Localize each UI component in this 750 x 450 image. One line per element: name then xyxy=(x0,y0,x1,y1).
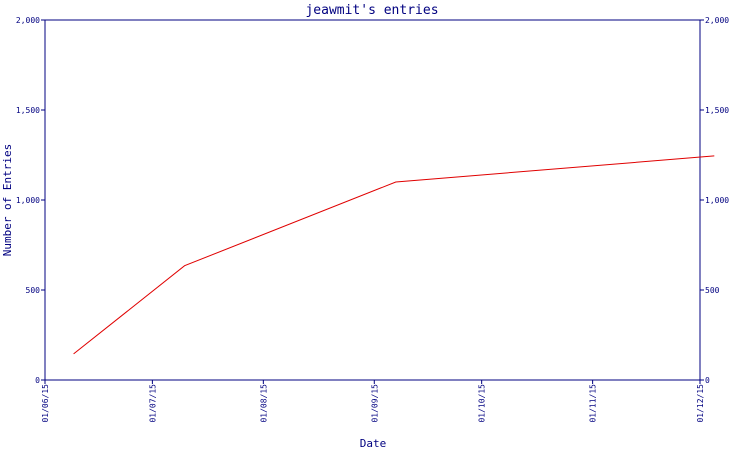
y-tick-label-left: 2,000 xyxy=(16,16,40,25)
chart-title: jeawmit's entries xyxy=(305,3,438,18)
y-axis-label: Number of Entries xyxy=(1,144,14,257)
x-tick-label: 01/08/15 xyxy=(259,384,268,423)
x-tick-label: 01/07/15 xyxy=(148,384,157,423)
y-tick-label-left: 1,500 xyxy=(16,106,40,115)
x-tick-label: 01/06/15 xyxy=(41,384,50,423)
y-tick-label-left: 500 xyxy=(26,286,41,295)
data-point xyxy=(713,154,716,157)
y-ticks: 0 0 500 500 1,000 1,000 1,500 1,500 2,000 2,000 xyxy=(16,16,729,385)
y-tick-label-right: 1,000 xyxy=(705,196,729,205)
y-tick-label-right: 2,000 xyxy=(705,16,729,25)
y-tick-label-left: 0 xyxy=(35,376,40,385)
data-point xyxy=(183,264,186,267)
series-line xyxy=(73,155,715,355)
series-layer xyxy=(72,154,716,355)
y-tick-label-right: 500 xyxy=(705,286,720,295)
x-tick-label: 01/12/15 xyxy=(696,384,705,423)
x-tick-label: 01/09/15 xyxy=(370,384,379,423)
x-axis-label: Date xyxy=(360,437,387,450)
x-ticks: 01/06/15 01/07/15 01/08/15 01/09/15 01/10/15… xyxy=(41,380,705,423)
y-tick-label-right: 0 xyxy=(705,376,710,385)
y-tick-label-left: 1,000 xyxy=(16,196,40,205)
x-tick-label: 01/11/15 xyxy=(589,384,598,423)
data-point xyxy=(72,352,75,355)
y-tick-label-right: 1,500 xyxy=(705,106,729,115)
x-tick-label: 01/10/15 xyxy=(478,384,487,423)
data-point xyxy=(394,181,397,184)
